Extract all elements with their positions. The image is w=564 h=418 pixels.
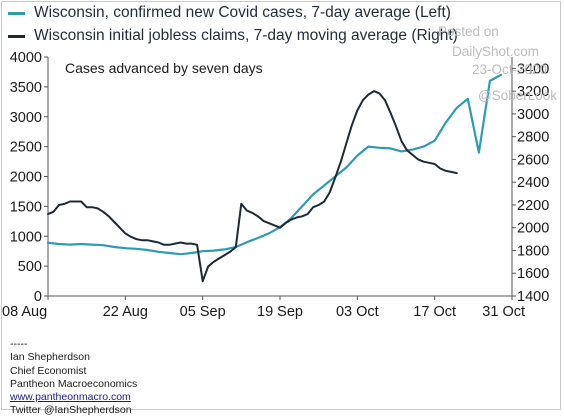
legend-label-jobless-claims: Wisconsin initial jobless claims, 7-day … (34, 27, 458, 44)
legend-swatch-covid-cases (8, 11, 25, 15)
right-tick-label: 1800 (517, 243, 549, 259)
series-line-covid-cases (46, 73, 503, 256)
legend-item-covid-cases: Wisconsin, confirmed new Covid cases, 7-… (8, 2, 451, 24)
left-tick-label: 3000 (10, 110, 42, 126)
watermark-date: 23-Oct-2020 (472, 62, 548, 77)
credits-name: Ian Shepherdson (10, 351, 90, 364)
credits-company: Pantheon Macroeconomics (10, 377, 138, 390)
series-line-jobless-claims (47, 90, 458, 283)
credits-block: ----- Ian Shepherdson Chief Economist Pa… (10, 338, 137, 418)
x-tick-label: 17 Oct (413, 304, 456, 320)
watermark-posted-on: Posted on (438, 24, 499, 39)
x-tick-label: 03 Oct (336, 304, 379, 320)
x-tick-label: 08 Aug (2, 304, 47, 320)
chart-frame (1, 1, 561, 410)
right-tick-label: 2800 (517, 130, 549, 146)
legend-swatch-jobless-claims (8, 34, 25, 38)
left-tick-label: 2500 (10, 140, 42, 156)
right-tick-label: 1600 (517, 266, 549, 282)
right-tick-label: 2400 (517, 175, 549, 191)
x-tick-label: 19 Sep (257, 304, 303, 320)
right-tick-label: 3200 (517, 84, 549, 100)
credits-title: Chief Economist (10, 364, 87, 377)
right-tick-label: 1400 (517, 289, 549, 305)
right-tick-label: 3000 (517, 107, 549, 123)
left-tick-label: 1500 (10, 199, 42, 215)
credits-separator: ----- (10, 338, 28, 350)
legend-label-covid-cases: Wisconsin, confirmed new Covid cases, 7-… (34, 4, 451, 21)
chart-annotation: Cases advanced by seven days (65, 60, 263, 76)
left-tick-label: 3500 (10, 80, 42, 96)
right-tick-label: 2000 (517, 221, 549, 237)
watermark-site: DailyShot.com (452, 44, 540, 59)
watermark-handle: @SoberLook (478, 88, 558, 103)
right-tick-label: 3400 (517, 61, 549, 77)
right-tick-label: 2600 (517, 152, 549, 168)
left-tick-label: 500 (18, 259, 42, 275)
left-tick-label: 1000 (10, 229, 42, 245)
left-tick-label: 0 (34, 289, 42, 305)
left-tick-label: 4000 (10, 50, 42, 66)
x-tick-label: 22 Aug (103, 304, 148, 320)
legend-item-jobless-claims: Wisconsin initial jobless claims, 7-day … (8, 25, 458, 47)
credits-website-link[interactable]: www.pantheonmacro.com (10, 391, 131, 404)
credits-twitter: Twitter @IanShepherdson (10, 404, 132, 417)
x-tick-label: 31 Oct (482, 304, 525, 320)
x-tick-label: 05 Sep (180, 304, 226, 320)
right-tick-label: 2200 (517, 198, 549, 214)
left-tick-label: 2000 (10, 170, 42, 186)
